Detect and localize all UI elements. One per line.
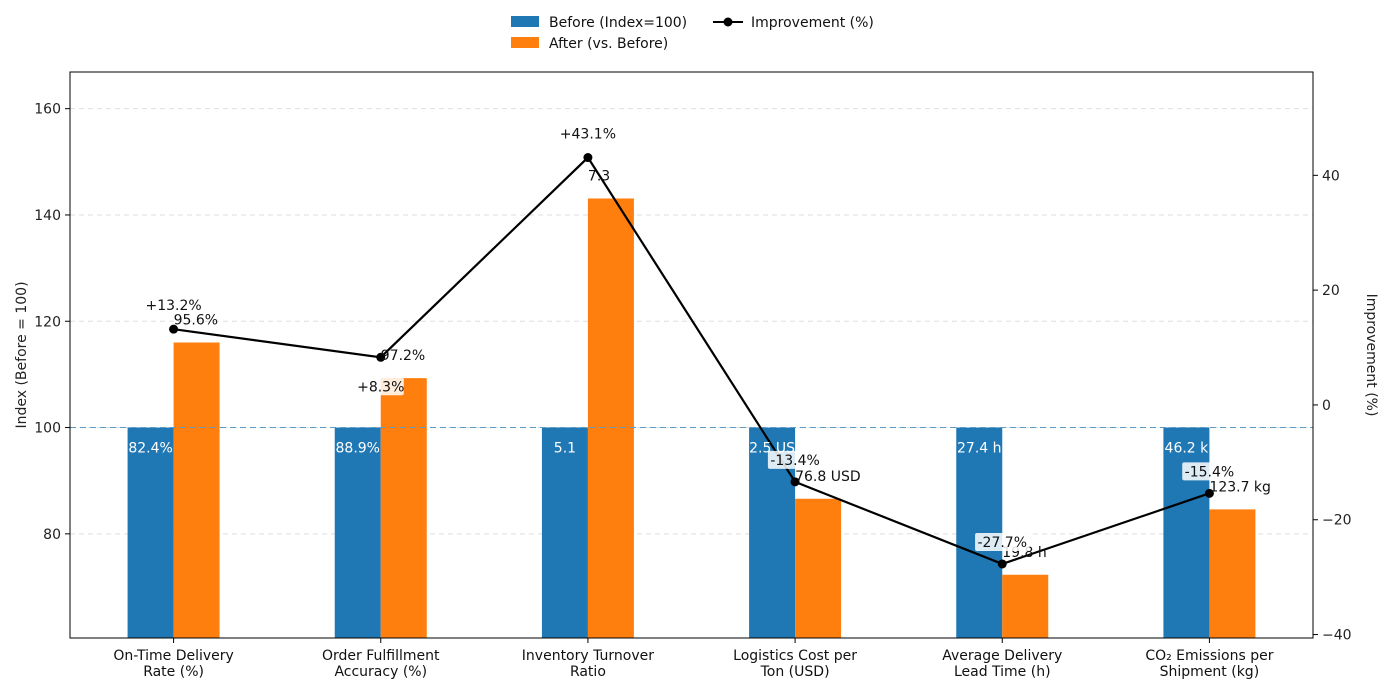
after-value-label: 76.8 USD [795,469,861,485]
improvement-label-bg [767,450,823,469]
x-tick-label: Inventory Turnover [522,648,654,664]
after-value-label: 95.6% [174,313,218,329]
before-value-label: 88.9% [336,441,380,457]
x-tick-label: CO₂ Emissions per [1145,648,1273,664]
x-tick-label: Rate (%) [143,664,204,680]
improvement-marker [583,153,593,163]
y-tick-label: 100 [34,421,61,437]
x-tick-label: Order Fulfillment [322,648,440,664]
legend-before-label: Before (Index=100) [549,15,687,31]
y-tick-label: 140 [34,208,61,224]
y-tick-label: 160 [34,102,61,118]
before-value-label: 5.1 [554,441,576,457]
improvement-label-bg [560,124,616,143]
improvement-label-bg [1182,462,1237,481]
improvement-label: +43.1% [560,127,616,143]
bar-before [1163,427,1210,638]
x-tick-label: Accuracy (%) [334,664,427,680]
improvement-label: -13.4% [770,453,820,469]
bar-after [1002,574,1049,638]
improvement-label: -27.7% [977,535,1027,551]
improvement-label: -15.4% [1185,464,1235,480]
x-tick-label: Lead Time (h) [954,664,1051,680]
bar-before [541,427,588,638]
x-tick-label: Ton (USD) [760,664,830,680]
improvement-label-bg [357,377,404,396]
x-tick-label: Ratio [570,664,606,680]
bar-before [127,427,174,638]
y2-tick-label: −20 [1322,513,1352,529]
legend-before-swatch [511,16,539,27]
improvement-marker [997,559,1007,569]
bars [127,198,1256,638]
legend-improvement-label: Improvement (%) [751,15,874,31]
legend-improvement-marker [723,17,733,27]
y-tick-label: 120 [34,314,61,330]
bar-after [380,378,427,638]
improvement-marker [1204,488,1214,498]
improvement-label: +13.2% [145,298,201,314]
x-tick-label: On-Time Delivery [113,648,233,664]
x-tick-label: Average Delivery [942,648,1062,664]
bar-after [795,498,842,638]
y2-axis-title: Improvement (%) [1363,294,1379,417]
legend: Before (Index=100) After (vs. Before) Im… [511,15,874,52]
improvement-label-bg [146,296,201,315]
improvement-label-bg [975,532,1030,551]
axes: 80 100 120 140 160 −40 −20 0 20 40 On-Time Deliver… [34,102,1351,680]
improvement-line-layer [169,153,1214,569]
before-value-label: 82.4% [128,441,172,457]
legend-after-label: After (vs. Before) [549,36,668,52]
improvement-label: +8.3% [357,379,404,395]
y-axis-title: Index (Before = 100) [14,281,30,428]
before-value-label: 27.4 h [957,441,1002,457]
after-value-label: 97.2% [381,348,425,364]
improvement-line [173,155,1210,566]
y2-tick-label: 20 [1322,283,1340,299]
bar-before [334,427,381,638]
bar-before [956,427,1003,638]
before-value-label: 46.2 k [1165,441,1210,457]
x-tick-label: Shipment (kg) [1160,664,1260,680]
bar-after [1209,509,1256,638]
improvement-marker [376,352,386,362]
y2-tick-label: 0 [1322,398,1331,414]
bar-after [173,342,220,638]
x-tick-label: Logistics Cost per [733,648,857,664]
after-value-label: 123.7 kg [1209,479,1271,495]
y-tick-label: 80 [43,527,61,543]
legend-after-swatch [511,37,539,48]
y2-tick-label: 40 [1322,168,1340,184]
improvement-marker [790,477,800,487]
bar-after [587,198,634,638]
improvement-marker [169,324,179,334]
after-value-label: 7.3 [588,168,610,184]
y2-tick-label: −40 [1322,628,1352,644]
plot-frame [69,71,1314,639]
